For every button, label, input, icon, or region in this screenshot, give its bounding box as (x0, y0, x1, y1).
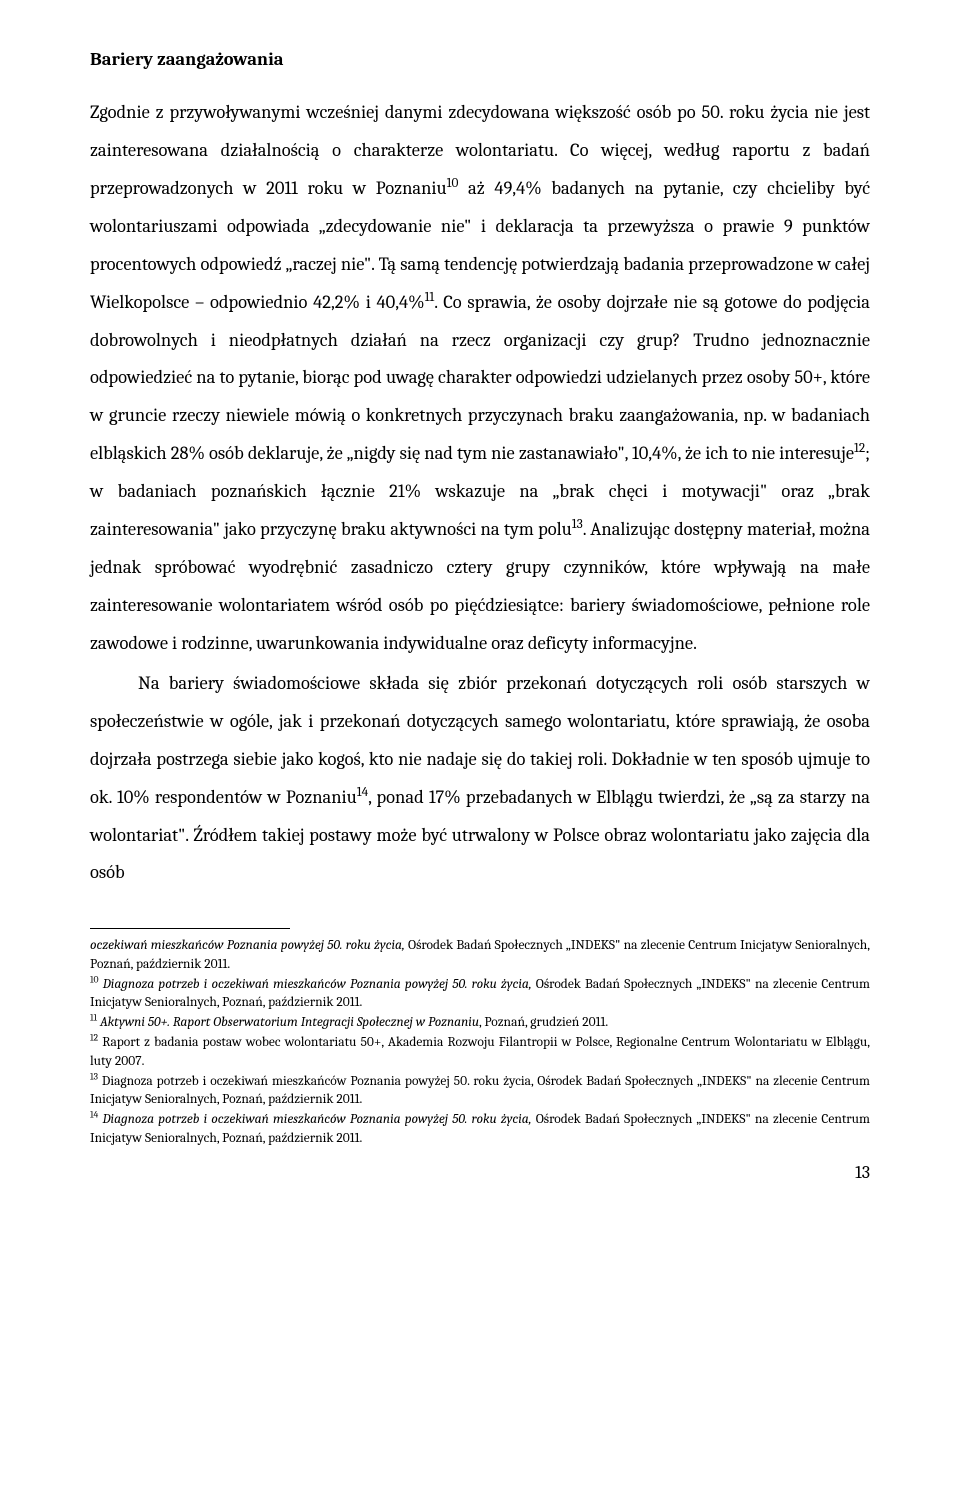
fn13-marker: 13 (90, 1071, 98, 1082)
footnote-14: 14 Diagnoza potrzeb i oczekiwań mieszkań… (90, 1111, 870, 1147)
footnotes-block: oczekiwań mieszkańców Poznania powyżej 5… (90, 937, 870, 1147)
paragraph-2: Na bariery świadomościowe składa się zbi… (90, 665, 870, 893)
fn10-marker: 10 (90, 974, 99, 985)
fn14-marker: 14 (90, 1110, 98, 1121)
footnote-ref-13: 13 (572, 517, 583, 532)
fn11-italic: Aktywni 50+. Raport Obserwatorium Integr… (100, 1015, 479, 1030)
footnote-continuation: oczekiwań mieszkańców Poznania powyżej 5… (90, 937, 870, 973)
fn10-italic: Diagnoza potrzeb i oczekiwań mieszkańców… (103, 977, 532, 992)
fn11-rest: , Poznań, grudzień 2011. (479, 1015, 608, 1030)
fn12-marker: 12 (90, 1033, 98, 1044)
fn12-text: Raport z badania postaw wobec wolontaria… (90, 1035, 870, 1068)
fn-cont-italic: oczekiwań mieszkańców Poznania powyżej 5… (90, 938, 405, 953)
document-page: Bariery zaangażowania Zgodnie z przywoły… (0, 0, 960, 1213)
paragraph-1: Zgodnie z przywoływanymi wcześniej danym… (90, 94, 870, 663)
footnote-13: 13 Diagnoza potrzeb i oczekiwań mieszkań… (90, 1073, 870, 1109)
section-heading: Bariery zaangażowania (90, 48, 870, 70)
footnote-12: 12 Raport z badania postaw wobec wolonta… (90, 1034, 870, 1070)
fn13-text: Diagnoza potrzeb i oczekiwań mieszkańców… (90, 1074, 870, 1107)
page-number: 13 (90, 1162, 870, 1183)
footnote-ref-14: 14 (357, 784, 368, 799)
footnote-11: 11 Aktywni 50+. Raport Obserwatorium Int… (90, 1014, 870, 1032)
para1-seg-c: . Co sprawia, że osoby dojrzałe nie są g… (90, 291, 870, 465)
footnote-10: 10 Diagnoza potrzeb i oczekiwań mieszkań… (90, 976, 870, 1012)
footnotes-separator (90, 928, 290, 929)
footnote-ref-11: 11 (425, 289, 435, 304)
fn11-marker: 11 (90, 1013, 97, 1024)
footnote-ref-12: 12 (854, 441, 865, 456)
footnote-ref-10: 10 (447, 176, 459, 191)
fn14-italic: Diagnoza potrzeb i oczekiwań mieszkańców… (102, 1112, 531, 1127)
